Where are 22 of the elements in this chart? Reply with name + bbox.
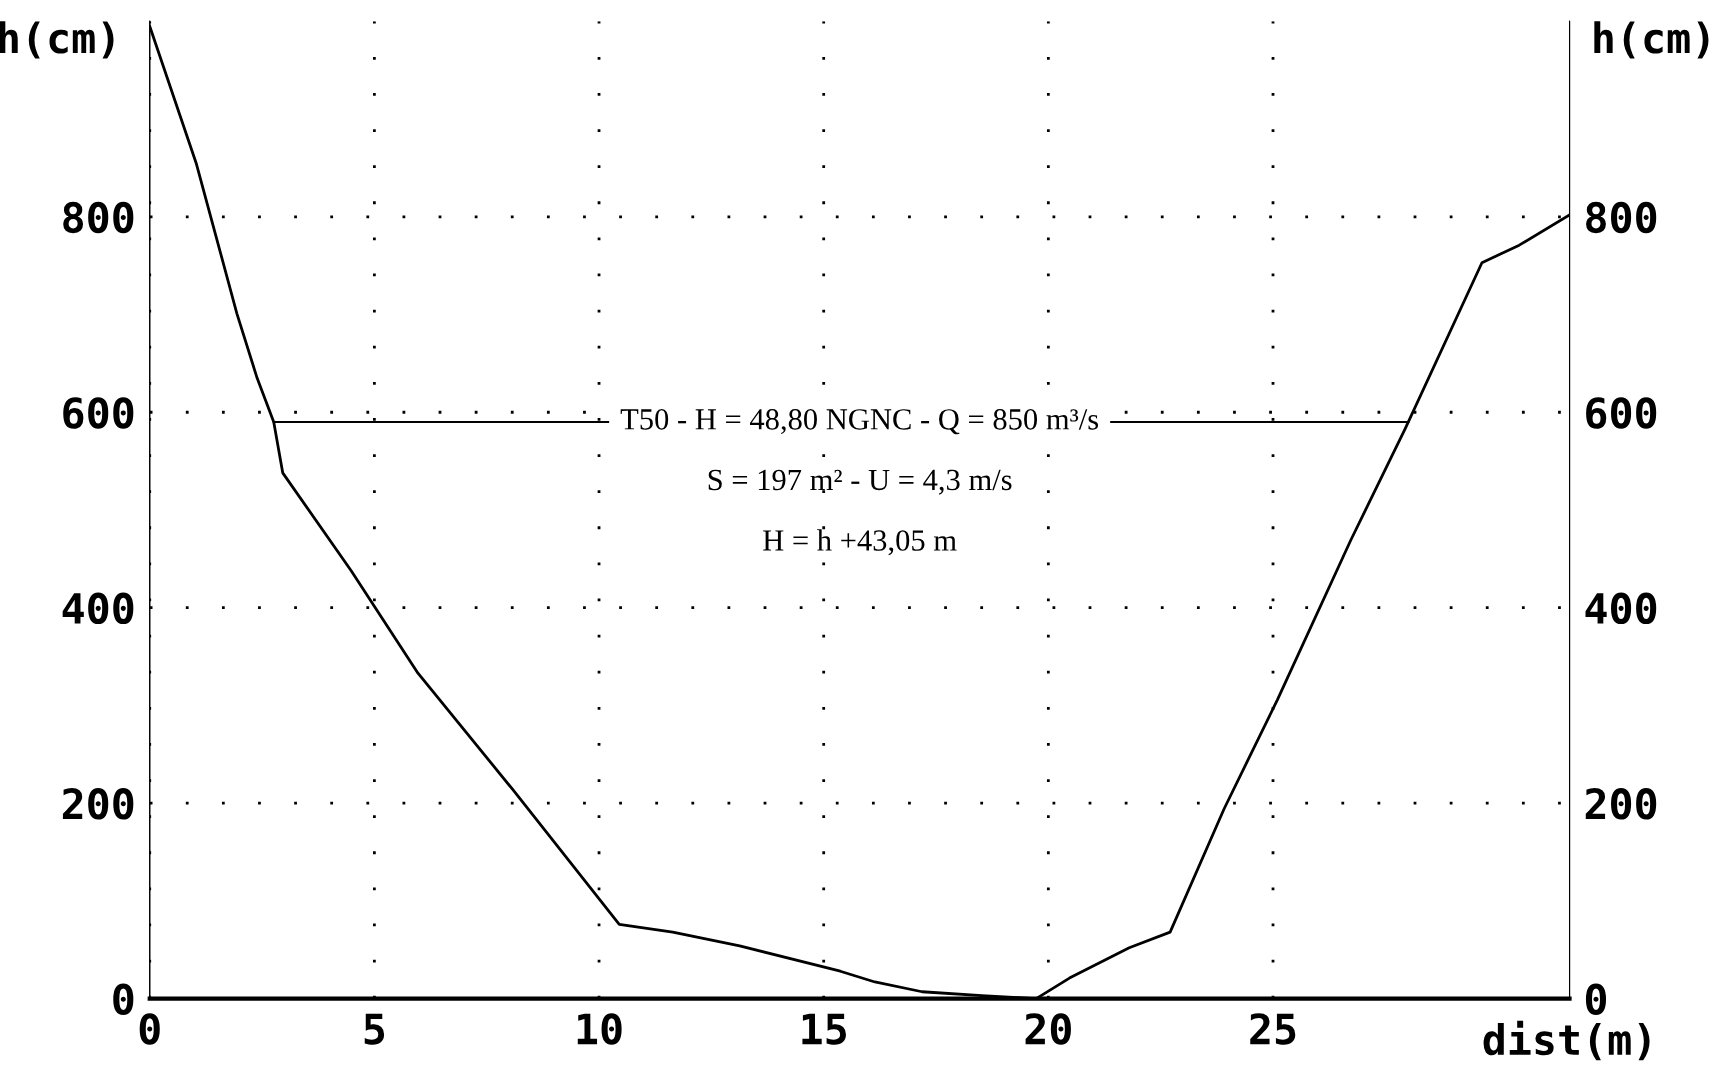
- x-tick-label: 15: [802, 1013, 846, 1045]
- x-axis-title: dist(m): [1483, 1020, 1650, 1061]
- y2-tick-label: 400: [1585, 592, 1657, 625]
- y-tick-label: 200: [62, 788, 134, 820]
- annotation: H = h +43,05 m: [763, 529, 957, 556]
- y2-tick-label: 800: [1586, 201, 1657, 234]
- x-tick-label: 0: [139, 1013, 160, 1045]
- y-axis-title: h(cm): [0, 21, 114, 59]
- y-tick-label: 0: [113, 983, 134, 1015]
- y-tick-label: 800: [63, 201, 134, 234]
- x-tick-label: 10: [577, 1013, 622, 1045]
- x-tick-label: 25: [1250, 1013, 1296, 1045]
- y2-axis-title: h(cm): [1594, 21, 1709, 59]
- y-tick-label: 600: [63, 397, 134, 429]
- x-tick-label: 5: [364, 1013, 385, 1045]
- annotation: T50 - H = 48,80 NGNC - Q = 850 m³/s: [620, 409, 1099, 435]
- y-tick-label: 400: [62, 592, 134, 625]
- y2-tick-label: 600: [1586, 397, 1657, 429]
- y2-tick-label: 200: [1585, 788, 1657, 820]
- annotation: S = 197 m² - U = 4,3 m/s: [708, 469, 1012, 495]
- x-tick-label: 20: [1025, 1013, 1071, 1045]
- y2-tick-label: 0: [1585, 983, 1607, 1015]
